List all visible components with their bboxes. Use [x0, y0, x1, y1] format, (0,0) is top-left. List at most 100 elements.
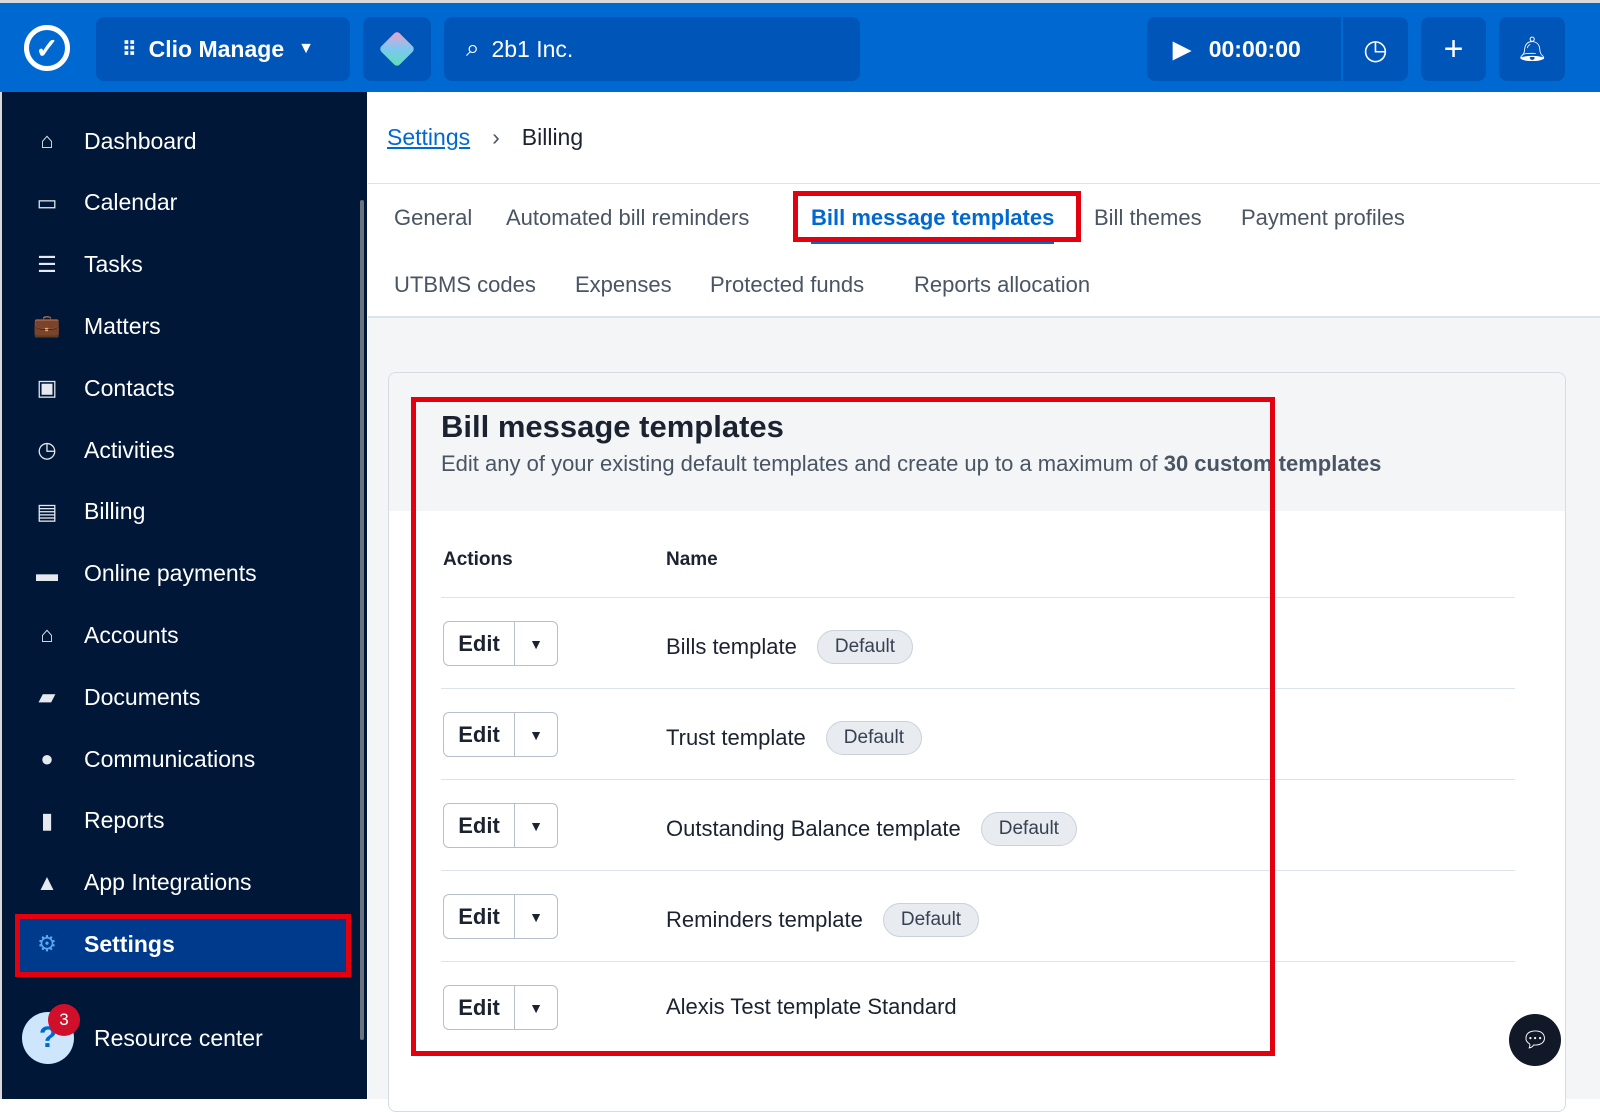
sidebar-item-dashboard[interactable]: ⌂ Dashboard — [32, 121, 197, 161]
template-name: Alexis Test template Standard — [666, 994, 957, 1019]
sidebar-item-billing[interactable]: ▤ Billing — [32, 492, 146, 532]
tab-bill-themes[interactable]: Bill themes — [1094, 205, 1202, 230]
sidebar-item-app-integrations[interactable]: ▲ App Integrations — [32, 863, 252, 903]
page-header: Settings › Billing General Automated bill… — [368, 92, 1600, 318]
sidebar-item-matters[interactable]: 💼 Matters — [32, 306, 161, 346]
chat-bubble-icon: 💬︎ — [1521, 1027, 1549, 1052]
timer-clock-button[interactable]: ◷ — [1343, 17, 1408, 81]
tab-protected-funds[interactable]: Protected funds — [710, 272, 865, 297]
briefcase-icon: 💼 — [33, 313, 61, 339]
edit-button[interactable]: Edit — [444, 804, 515, 847]
default-badge: Default — [882, 903, 980, 937]
chat-button[interactable]: 💬︎ — [1509, 1014, 1561, 1066]
tab-expenses[interactable]: Expenses — [575, 272, 672, 297]
resource-center-label: Resource center — [94, 1024, 263, 1051]
edit-button[interactable]: Edit — [444, 622, 515, 665]
play-icon: ▶ — [1173, 35, 1191, 62]
bank-icon: ⌂ — [40, 622, 54, 648]
sidebar-item-label: Tasks — [84, 251, 143, 278]
sidebar-item-contacts[interactable]: ▣ Contacts — [32, 368, 175, 408]
divider — [368, 183, 1600, 184]
sidebar-item-label: Activities — [84, 436, 175, 463]
help-icon: ? 3 — [22, 1004, 80, 1064]
tab-general[interactable]: General — [394, 205, 473, 230]
more-actions-dropdown[interactable]: ▼ — [515, 895, 557, 938]
tab-utbms-codes[interactable]: UTBMS codes — [394, 272, 536, 297]
tab-payment-profiles[interactable]: Payment profiles — [1241, 205, 1405, 230]
search-icon: ⌕ — [466, 35, 480, 62]
more-actions-dropdown[interactable]: ▼ — [515, 986, 557, 1029]
sidebar-item-label: Documents — [84, 683, 201, 710]
shapes-icon: ▲ — [36, 869, 58, 895]
more-actions-dropdown[interactable]: ▼ — [515, 713, 557, 756]
template-name-cell: Outstanding Balance template Default — [666, 812, 1077, 846]
tab-automated-bill-reminders[interactable]: Automated bill reminders — [506, 205, 750, 230]
resource-center[interactable]: ? 3 Resource center — [22, 1004, 263, 1064]
breadcrumb-settings-link[interactable]: Settings — [387, 124, 471, 150]
sidebar-item-documents[interactable]: ▰ Documents — [32, 677, 201, 717]
sidebar-item-label: Calendar — [84, 189, 178, 216]
caret-down-icon: ▼ — [529, 726, 543, 743]
sidebar-item-online-payments[interactable]: ▬ Online payments — [32, 554, 257, 594]
table-row: Edit ▼ Outstanding Balance template Defaul… — [441, 779, 1515, 870]
caret-down-icon: ▼ — [529, 908, 543, 925]
clio-logo[interactable]: ✓ — [24, 25, 70, 71]
caret-down-icon: ▼ — [298, 40, 314, 57]
contact-card-icon: ▣ — [36, 375, 58, 401]
tab-reports-allocation[interactable]: Reports allocation — [914, 272, 1091, 297]
notifications-button[interactable]: 🔔︎ — [1499, 17, 1565, 81]
more-actions-dropdown[interactable]: ▼ — [515, 622, 557, 665]
sidebar-item-label: App Integrations — [84, 869, 252, 896]
edit-button[interactable]: Edit — [444, 895, 515, 938]
plus-icon: + — [1443, 29, 1464, 68]
bell-icon: 🔔︎ — [1516, 35, 1548, 63]
app-switcher[interactable]: ⠿ Clio Manage ▼ — [96, 17, 350, 81]
notification-badge: 3 — [48, 1004, 80, 1036]
edit-split-button: Edit ▼ — [443, 894, 558, 939]
table-row: Edit ▼ Alexis Test template Standard — [441, 961, 1515, 1052]
edit-button[interactable]: Edit — [444, 713, 515, 756]
caret-down-icon: ▼ — [529, 999, 543, 1016]
sidebar-item-label: Matters — [84, 312, 161, 339]
search-value: 2b1 Inc. — [491, 35, 574, 62]
sidebar-item-reports[interactable]: ▮ Reports — [32, 801, 165, 841]
template-name: Outstanding Balance template — [666, 816, 961, 841]
sidebar-item-label: Contacts — [84, 374, 175, 401]
sidebar-item-settings[interactable]: ⚙ Settings — [32, 924, 175, 964]
table-row: Edit ▼ Bills template Default — [441, 597, 1515, 688]
edit-button[interactable]: Edit — [444, 986, 515, 1029]
timer-value: 00:00:00 — [1208, 35, 1301, 62]
edit-split-button: Edit ▼ — [443, 803, 558, 848]
sidebar-scrollbar[interactable] — [360, 200, 364, 1040]
sidebar-item-activities[interactable]: ◷ Activities — [32, 430, 175, 470]
sidebar-item-communications[interactable]: ● Communications — [32, 739, 255, 779]
sidebar-item-accounts[interactable]: ⌂ Accounts — [32, 615, 179, 655]
sidebar-item-label: Accounts — [84, 621, 179, 648]
sidebar-item-label: Online payments — [84, 560, 257, 587]
ai-button[interactable] — [363, 17, 431, 81]
clock-icon: ◷ — [1363, 33, 1388, 65]
more-actions-dropdown[interactable]: ▼ — [515, 804, 557, 847]
clock-icon: ◷ — [37, 437, 57, 462]
default-badge: Default — [825, 721, 922, 755]
grid-icon: ⠿ — [122, 38, 137, 61]
column-header-name[interactable]: Name — [666, 549, 718, 570]
calendar-icon: ▭ — [36, 189, 58, 215]
timer-button[interactable]: ▶ 00:00:00 — [1147, 17, 1341, 81]
top-bar: ✓ ⠿ Clio Manage ▼ ⌕ 2b1 Inc. ▶ 00:00:00 … — [0, 0, 1600, 92]
template-name-cell: Bills template Default — [666, 630, 914, 664]
sidebar-item-calendar[interactable]: ▭ Calendar — [32, 183, 178, 223]
search-input[interactable]: ⌕ 2b1 Inc. — [444, 17, 860, 81]
bar-chart-icon: ▮ — [40, 807, 54, 833]
credit-card-icon: ▬ — [36, 560, 58, 586]
receipt-icon: ▤ — [36, 498, 58, 524]
add-button[interactable]: + — [1421, 17, 1486, 81]
edit-split-button: Edit ▼ — [443, 621, 558, 666]
gear-icon: ⚙ — [37, 931, 57, 957]
tab-bill-message-templates[interactable]: Bill message templates — [811, 205, 1055, 244]
sidebar-item-label: Dashboard — [84, 127, 197, 154]
sidebar-item-tasks[interactable]: ☰ Tasks — [32, 245, 143, 285]
card-description: Edit any of your existing default templa… — [441, 451, 1513, 477]
template-name: Bills template — [666, 634, 797, 659]
template-name-cell: Alexis Test template Standard — [666, 994, 957, 1020]
